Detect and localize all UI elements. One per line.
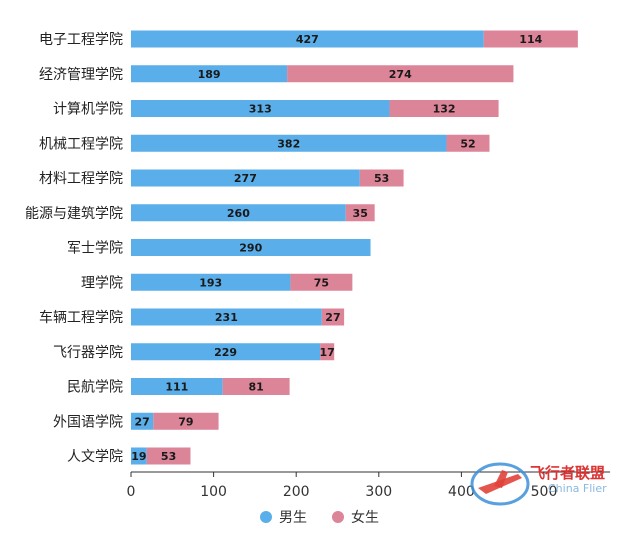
- bar-female: [287, 65, 514, 83]
- bar-female: [446, 134, 490, 152]
- bar-female: [389, 100, 499, 117]
- category-label: 电子工程学院: [39, 32, 123, 48]
- category-labels: 电子工程学院经济管理学院计算机学院机械工程学院材料工程学院能源与建筑学院军士学院…: [25, 32, 123, 465]
- x-tick-label: 200: [283, 484, 310, 500]
- legend-label: 女生: [351, 509, 379, 526]
- bar-value-label: 81: [248, 381, 263, 394]
- category-label: 外国语学院: [53, 414, 123, 430]
- bar-value-label: 290: [239, 242, 262, 255]
- bar-value-label: 27: [134, 415, 149, 428]
- bar-value-label: 52: [460, 137, 475, 150]
- x-tick-label: 500: [531, 484, 558, 500]
- bar-female: [320, 343, 335, 361]
- legend-label: 男生: [279, 510, 307, 526]
- bar-value-label: 189: [198, 68, 221, 81]
- category-label: 飞行器学院: [53, 345, 123, 361]
- bar-female: [359, 169, 404, 187]
- bar-value-label: 277: [234, 172, 257, 185]
- x-tick-label: 100: [200, 484, 227, 500]
- bar-female: [146, 447, 191, 465]
- category-label: 计算机学院: [53, 102, 123, 118]
- bar-female: [345, 204, 375, 222]
- x-tick-label: 0: [127, 484, 136, 500]
- brand-subtitle: China Flier: [548, 482, 607, 495]
- bar-value-label: 313: [249, 103, 272, 116]
- bar-value-label: 19: [131, 450, 146, 463]
- bar-male: [131, 30, 484, 48]
- category-label: 人文学院: [67, 449, 123, 465]
- bar-male: [131, 100, 390, 117]
- x-tick-label: 300: [365, 484, 392, 500]
- category-label: 理学院: [81, 275, 123, 291]
- category-label: 经济管理学院: [39, 67, 123, 83]
- bar-value-label: 427: [296, 33, 319, 46]
- bar-value-label: 193: [199, 276, 222, 289]
- bar-value-label: 17: [320, 346, 335, 359]
- category-label: 能源与建筑学院: [25, 206, 123, 222]
- plane-logo-icon: [470, 462, 530, 506]
- category-label: 材料工程学院: [39, 171, 123, 187]
- bar-value-label: 27: [325, 311, 340, 324]
- bar-male: [131, 169, 360, 187]
- x-tick-label: 400: [448, 484, 475, 500]
- bar-male: [131, 447, 147, 465]
- legend-swatch: [332, 511, 344, 523]
- bar-male: [131, 343, 321, 361]
- bar-value-label: 75: [314, 276, 329, 289]
- bars: 427 114 189 274 313 132 382 52 277 53 260 35 290 193 7…: [131, 30, 578, 465]
- bar-male: [131, 65, 288, 83]
- bar-value-label: 231: [215, 311, 238, 324]
- legend-swatch: [260, 511, 272, 523]
- bar-female: [483, 30, 578, 48]
- bar-value-label: 79: [178, 415, 193, 428]
- bar-female: [290, 273, 353, 291]
- bar-female: [321, 308, 345, 326]
- category-label: 机械工程学院: [39, 136, 123, 152]
- category-label: 军士学院: [67, 241, 123, 257]
- bar-male: [131, 134, 447, 152]
- brand-name: 飞行者联盟: [530, 464, 605, 482]
- bar-value-label: 111: [165, 381, 188, 394]
- bar-value-label: 382: [277, 137, 300, 150]
- legend: 男生 女生: [260, 509, 379, 526]
- bar-value-label: 53: [161, 450, 176, 463]
- bar-value-label: 229: [214, 346, 237, 359]
- bar-female: [222, 378, 290, 395]
- bar-male: [131, 239, 371, 256]
- x-axis-ticks: 0 100 200 300 400 500: [127, 472, 558, 500]
- bar-female: [153, 412, 219, 430]
- bar-value-label: 132: [433, 103, 456, 116]
- bar-male: [131, 412, 154, 430]
- bar-male: [131, 273, 291, 291]
- bar-male: [131, 204, 346, 222]
- bar-value-label: 114: [519, 33, 542, 46]
- category-label: 民航学院: [67, 380, 123, 396]
- category-label: 车辆工程学院: [39, 309, 123, 326]
- watermark: 飞行者联盟 China Flier 头条 @志愿规划studio: [458, 462, 607, 529]
- bar-value-label: 260: [227, 207, 250, 220]
- watermark-text: 头条 @志愿规划studio: [458, 513, 593, 529]
- bar-value-label: 35: [353, 207, 368, 220]
- bar-value-label: 274: [389, 68, 412, 81]
- bar-value-label: 53: [374, 172, 389, 185]
- bar-male: [131, 308, 322, 326]
- bar-male: [131, 378, 223, 395]
